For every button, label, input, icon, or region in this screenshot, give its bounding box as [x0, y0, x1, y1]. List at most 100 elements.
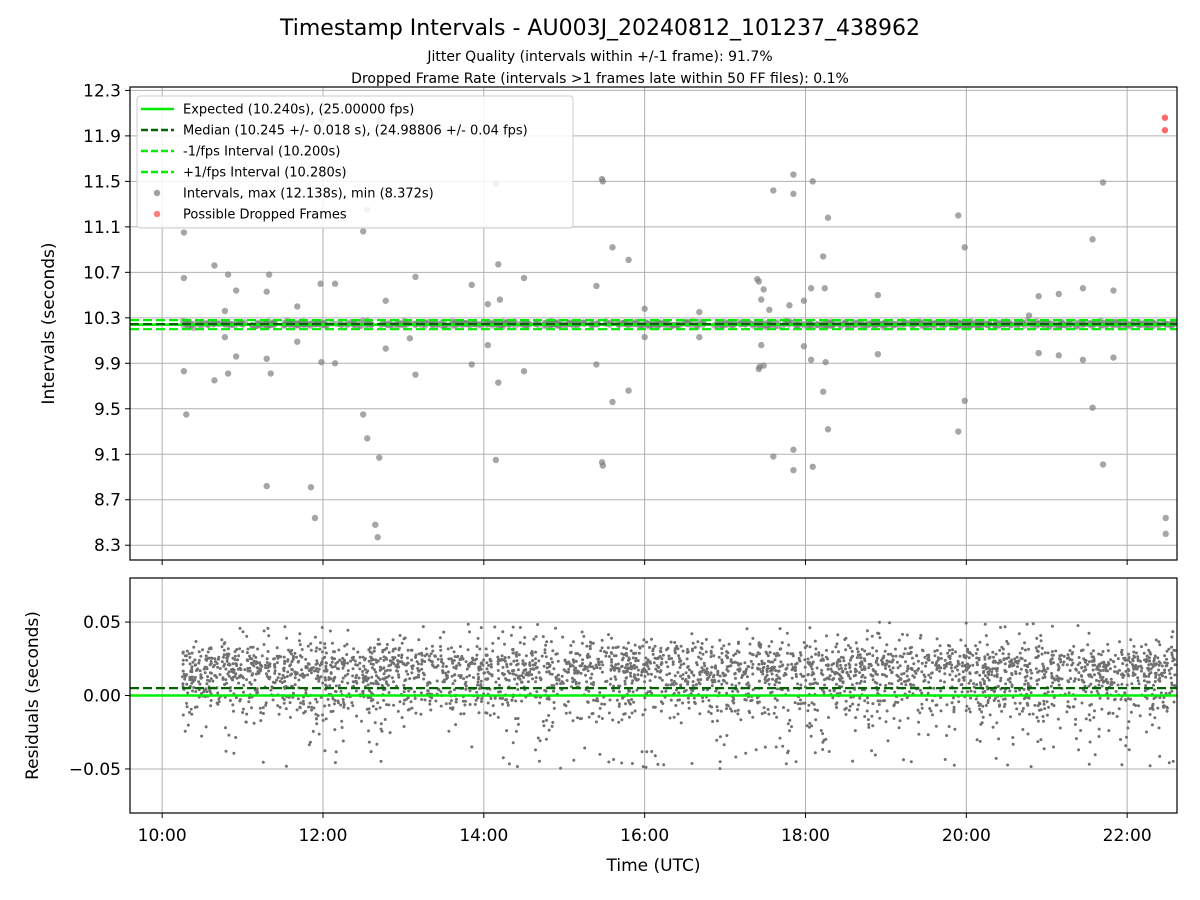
residual-point [600, 702, 604, 706]
residual-point [413, 697, 417, 700]
residual-point [644, 656, 648, 660]
residual-point [430, 663, 434, 667]
residual-point [1083, 684, 1087, 688]
residual-point [981, 664, 985, 668]
residual-point [582, 668, 586, 672]
residual-point [290, 652, 293, 656]
residual-point [799, 698, 802, 702]
residual-point [1004, 670, 1008, 674]
residual-point [459, 712, 463, 716]
residual-point [978, 673, 982, 677]
residual-point [1097, 652, 1101, 656]
residual-point [564, 704, 568, 708]
residual-point [1098, 662, 1102, 666]
residual-point [1142, 651, 1146, 655]
residual-point [617, 720, 621, 724]
residual-point [659, 650, 663, 654]
residual-point [590, 712, 594, 716]
residual-point [844, 699, 848, 703]
residual-point [370, 675, 374, 679]
residual-point [490, 674, 494, 678]
interval-outlier-point [800, 343, 808, 350]
residual-point [382, 698, 386, 702]
residual-point [1088, 718, 1092, 722]
residual-point [1051, 690, 1055, 694]
residual-point [414, 653, 418, 657]
residual-point [893, 647, 897, 651]
residual-point [480, 697, 484, 701]
residual-point [1029, 691, 1033, 695]
residual-point [515, 659, 519, 663]
residual-point [544, 643, 548, 647]
residual-point [323, 646, 327, 650]
interval-outlier-point [1099, 461, 1107, 468]
residual-point [1167, 647, 1171, 651]
residual-point [1086, 643, 1090, 647]
residual-point [316, 714, 320, 718]
residual-point [598, 752, 602, 756]
interval-outlier-point [331, 280, 339, 287]
residual-point [297, 659, 301, 663]
residual-point [762, 706, 766, 710]
residual-point [971, 663, 975, 667]
residual-point [1039, 639, 1043, 643]
residual-point [1137, 665, 1140, 669]
residual-point [832, 689, 836, 693]
residual-point [1106, 696, 1110, 700]
residual-point [442, 630, 446, 634]
residual-point [521, 671, 525, 675]
residual-point [522, 642, 526, 646]
residual-point [516, 662, 520, 666]
residual-point [894, 654, 898, 658]
residual-point [773, 705, 777, 709]
residual-point [1074, 737, 1078, 741]
residual-point [507, 762, 511, 766]
residual-point [319, 641, 322, 645]
residual-point [781, 744, 785, 748]
residual-point [554, 652, 558, 656]
residual-point [853, 667, 857, 671]
residual-point [209, 704, 213, 708]
residual-point [213, 674, 217, 677]
residual-point [865, 629, 869, 633]
residual-point [790, 662, 794, 666]
residual-point [794, 662, 797, 666]
residual-point [766, 664, 770, 668]
residual-point [604, 680, 608, 684]
residual-point [410, 664, 414, 668]
residual-point [248, 657, 252, 661]
residual-point [1023, 648, 1027, 652]
residual-point [512, 672, 516, 676]
residual-point [406, 672, 410, 676]
residual-point [1170, 653, 1174, 657]
residual-point [1107, 662, 1111, 666]
residual-point [679, 721, 683, 725]
residual-point [804, 679, 808, 682]
residual-point [803, 701, 807, 705]
residual-point [204, 654, 208, 658]
residual-point [621, 656, 625, 660]
residual-point [613, 668, 616, 672]
residual-point [478, 647, 482, 651]
residual-point [186, 691, 190, 695]
residual-point [964, 709, 968, 713]
legend-label: +1/fps Interval (10.280s) [183, 166, 347, 181]
residual-point [969, 679, 973, 683]
residual-point [773, 658, 777, 662]
residual-point [237, 654, 241, 658]
residual-point [402, 690, 406, 694]
residual-point [188, 678, 192, 682]
residual-point [835, 642, 839, 646]
residual-point [1131, 671, 1135, 675]
interval-outlier-point [1110, 354, 1117, 361]
residual-point [1058, 657, 1061, 661]
residual-point [1107, 729, 1111, 733]
residual-point [820, 653, 824, 657]
residual-point [346, 628, 350, 632]
residual-point [315, 717, 318, 721]
residual-point [213, 657, 217, 661]
residual-point [552, 689, 555, 693]
residual-point [950, 663, 954, 667]
residual-point [627, 657, 631, 661]
residual-point [543, 648, 547, 652]
